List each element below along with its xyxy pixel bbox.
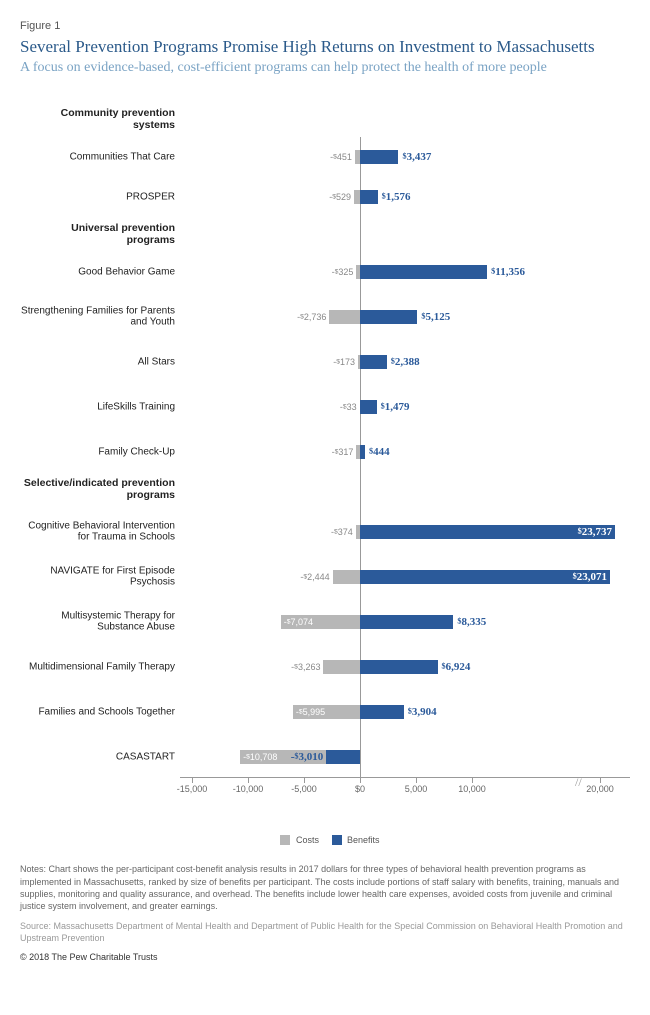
row-label: Family Check-Up bbox=[20, 446, 175, 458]
tick-mark bbox=[600, 778, 601, 783]
legend-swatch-cost bbox=[280, 835, 290, 845]
benefit-value: $1,479 bbox=[381, 401, 410, 413]
x-axis: -15,000 -10,000 -5,000 $0 5,000 10,000 // 20,00… bbox=[180, 777, 630, 797]
chart-title: Several Prevention Programs Promise High… bbox=[20, 36, 630, 57]
tick-label: -5,000 bbox=[291, 784, 317, 794]
benefit-value: $8,335 bbox=[457, 616, 486, 628]
benefit-value: -$3,010 bbox=[291, 751, 324, 763]
legend-label-benefit: Benefits bbox=[347, 835, 380, 845]
cost-bar bbox=[329, 310, 360, 324]
tick-label: -15,000 bbox=[177, 784, 208, 794]
benefit-value: $2,388 bbox=[391, 356, 420, 368]
data-row: Family Check-Up -$317 $444 bbox=[20, 442, 630, 462]
row-label: Good Behavior Game bbox=[20, 266, 175, 278]
cost-value: -$10,708 bbox=[243, 752, 277, 762]
figure-label: Figure 1 bbox=[20, 20, 630, 32]
tick-mark bbox=[360, 778, 361, 783]
benefit-value: $3,904 bbox=[408, 706, 437, 718]
row-label: LifeSkills Training bbox=[20, 401, 175, 413]
data-row: Multidimensional Family Therapy -$3,263 $6… bbox=[20, 657, 630, 677]
row-label: NAVIGATE for First Episode Psychosis bbox=[20, 565, 175, 588]
cost-value: -$317 bbox=[332, 447, 354, 457]
cost-value: -$5,995 bbox=[296, 707, 325, 717]
cost-bar bbox=[333, 570, 360, 584]
benefit-value: $23,071 bbox=[573, 571, 607, 583]
cost-value: -$325 bbox=[332, 267, 354, 277]
axis-break-mark: // bbox=[575, 775, 582, 790]
row-label: Multidimensional Family Therapy bbox=[20, 661, 175, 673]
benefit-value: $6,924 bbox=[442, 661, 471, 673]
notes-text: Notes: Chart shows the per-participant c… bbox=[20, 863, 630, 912]
cost-value: -$3,263 bbox=[291, 662, 320, 672]
section-header: Community prevention systems bbox=[20, 107, 175, 131]
benefit-bar bbox=[360, 705, 404, 719]
row-label: PROSPER bbox=[20, 191, 175, 203]
tick-label: -10,000 bbox=[233, 784, 264, 794]
benefit-bar bbox=[326, 750, 360, 764]
benefit-value: $11,356 bbox=[491, 266, 525, 278]
legend-swatch-benefit bbox=[332, 835, 342, 845]
tick-label: 20,000 bbox=[586, 784, 614, 794]
tick-label: $0 bbox=[355, 784, 365, 794]
cost-value: -$451 bbox=[330, 152, 352, 162]
data-row: Families and Schools Together -$5,995 $3,9… bbox=[20, 702, 630, 722]
benefit-bar bbox=[360, 355, 387, 369]
cost-value: -$173 bbox=[333, 357, 355, 367]
benefit-value: $444 bbox=[369, 446, 390, 458]
row-label: All Stars bbox=[20, 356, 175, 368]
data-row: CASASTART -$10,708 -$3,010 bbox=[20, 747, 630, 767]
legend: Costs Benefits bbox=[20, 835, 630, 846]
cost-value: -$374 bbox=[331, 527, 353, 537]
benefit-value: $1,576 bbox=[382, 191, 411, 203]
section-header: Selective/indicated prevention programs bbox=[20, 477, 175, 501]
data-row: NAVIGATE for First Episode Psychosis -$2,… bbox=[20, 567, 630, 587]
source-text: Source: Massachusetts Department of Ment… bbox=[20, 920, 630, 944]
tick-mark bbox=[248, 778, 249, 783]
cost-value: -$2,444 bbox=[300, 572, 329, 582]
row-label: Communities That Care bbox=[20, 151, 175, 163]
benefit-value: $23,737 bbox=[578, 526, 612, 538]
benefit-bar bbox=[360, 660, 438, 674]
benefit-bar bbox=[360, 310, 417, 324]
row-label: Multisystemic Therapy for Substance Abus… bbox=[20, 610, 175, 633]
section-header: Universal prevention programs bbox=[20, 222, 175, 246]
tick-mark bbox=[192, 778, 193, 783]
benefit-bar bbox=[360, 400, 377, 414]
cost-value: -$7,074 bbox=[284, 617, 313, 627]
tick-label: 5,000 bbox=[405, 784, 428, 794]
benefit-bar bbox=[360, 265, 487, 279]
legend-label-cost: Costs bbox=[296, 835, 319, 845]
cost-value: -$33 bbox=[340, 402, 357, 412]
benefit-bar bbox=[360, 615, 453, 629]
row-label: CASASTART bbox=[20, 751, 175, 763]
tick-mark bbox=[472, 778, 473, 783]
tick-mark bbox=[416, 778, 417, 783]
data-row: PROSPER -$529 $1,576 bbox=[20, 187, 630, 207]
data-row: Cognitive Behavioral Intervention for Tr… bbox=[20, 522, 630, 542]
tick-mark bbox=[304, 778, 305, 783]
data-row: Strengthening Families for Parents and Y… bbox=[20, 307, 630, 327]
data-row: All Stars -$173 $2,388 bbox=[20, 352, 630, 372]
benefit-bar bbox=[360, 190, 378, 204]
data-row: LifeSkills Training -$33 $1,479 bbox=[20, 397, 630, 417]
tick-label: 10,000 bbox=[458, 784, 486, 794]
data-row: Communities That Care -$451 $3,437 bbox=[20, 147, 630, 167]
benefit-value: $5,125 bbox=[421, 311, 450, 323]
row-label: Cognitive Behavioral Intervention for Tr… bbox=[20, 520, 175, 543]
cost-value: -$529 bbox=[329, 192, 351, 202]
row-label: Strengthening Families for Parents and Y… bbox=[20, 305, 175, 328]
benefit-bar bbox=[360, 445, 365, 459]
cost-bar bbox=[323, 660, 360, 674]
data-row: Good Behavior Game -$325 $11,356 bbox=[20, 262, 630, 282]
chart-subtitle: A focus on evidence-based, cost-efficien… bbox=[20, 59, 630, 77]
benefit-bar bbox=[360, 150, 398, 164]
chart-plot-area: Community prevention systems Communities … bbox=[20, 107, 630, 827]
benefit-value: $3,437 bbox=[402, 151, 431, 163]
cost-value: -$2,736 bbox=[297, 312, 326, 322]
row-label: Families and Schools Together bbox=[20, 706, 175, 718]
data-row: Multisystemic Therapy for Substance Abus… bbox=[20, 612, 630, 632]
copyright-text: © 2018 The Pew Charitable Trusts bbox=[20, 952, 630, 962]
